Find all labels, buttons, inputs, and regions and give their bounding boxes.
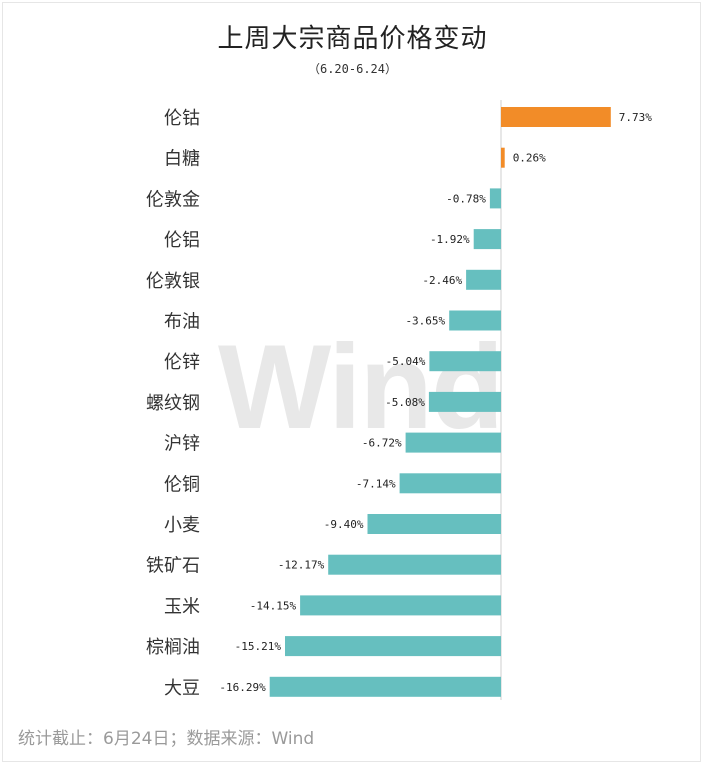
bar [473,229,501,250]
bar [328,554,501,575]
category-label: 玉米 [164,596,200,617]
value-label: 7.73% [619,111,652,124]
bar [269,676,501,697]
value-label: -3.65% [405,315,445,328]
category-label: 沪锌 [164,434,200,455]
value-label: -7.14% [356,477,396,490]
bar [466,269,501,290]
category-label: 伦敦银 [146,271,200,292]
value-label: -14.15% [250,599,297,612]
watermark: Wind [218,320,504,454]
value-label: -15.21% [235,640,282,653]
bar [300,595,501,616]
value-label: -0.78% [446,192,486,205]
value-label: -5.08% [385,396,425,409]
category-label: 铁矿石 [146,556,200,577]
value-label: -9.40% [324,518,364,531]
value-label: -6.72% [362,437,402,450]
value-label: 0.26% [513,152,546,165]
bar [489,188,501,209]
value-label: -2.46% [422,274,462,287]
category-label: 大豆 [164,678,200,699]
bar [405,432,501,453]
bar [429,351,501,372]
category-label: 白糖 [164,149,200,170]
chart-subtitle: （6.20-6.24） [307,62,398,76]
bar [285,636,501,657]
category-label: 伦铜 [164,474,200,495]
category-label: 布油 [164,312,200,333]
bar [428,391,501,412]
value-label: -1.92% [430,233,470,246]
value-label: -12.17% [278,559,325,572]
bar [399,473,501,494]
bars [269,107,611,697]
category-label: 棕榈油 [146,637,200,658]
value-labels: 7.73% 0.26% -0.78% -1.92% -2.46% -3.65% -5.04%… [219,111,652,694]
chart-title: 上周大宗商品价格变动 [217,24,488,54]
category-label: 小麦 [164,515,200,536]
bar [367,514,501,534]
category-label: 伦铝 [164,230,200,251]
bar [501,147,505,168]
category-label: 螺纹钢 [146,393,200,414]
category-label: 伦锌 [164,352,200,373]
value-label: -16.29% [219,681,266,694]
category-label: 伦敦金 [146,189,200,210]
bar [501,107,611,127]
source-footer: 统计截止：6月24日；数据来源：Wind [18,729,315,749]
category-label: 伦钴 [164,108,200,129]
bar [449,310,501,331]
value-label: -5.04% [386,355,426,368]
